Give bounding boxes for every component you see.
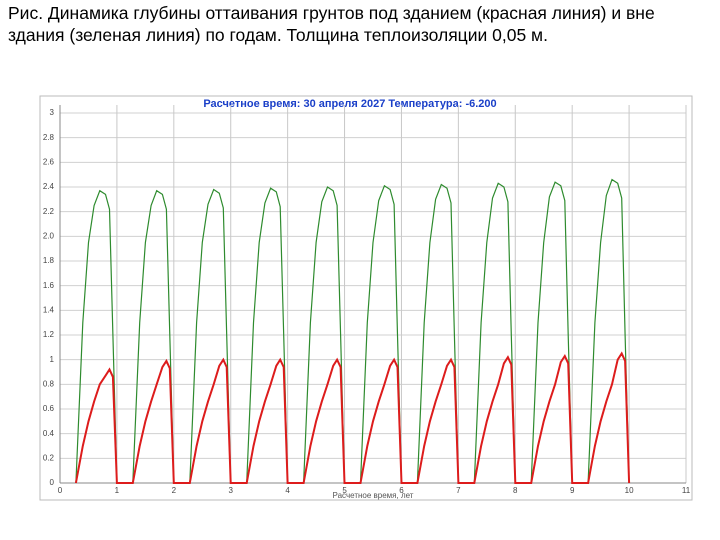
y-tick-label: 1.8 [43,256,55,265]
x-axis-label: Расчетное время, лет [333,491,414,500]
x-tick-label: 0 [58,486,63,495]
x-tick-label: 5 [342,486,347,495]
x-tick-label: 2 [172,486,177,495]
chart-frame [39,95,693,501]
x-tick-label: 6 [399,486,404,495]
x-tick-label: 8 [513,486,518,495]
x-tick-label: 10 [625,486,634,495]
y-tick-label: 0.8 [43,379,55,388]
x-tick-label: 4 [285,486,290,495]
y-tick-label: 0 [50,478,55,487]
x-tick-label: 7 [456,486,461,495]
chart-title: Расчетное время: 30 апреля 2027 Температ… [203,98,496,110]
y-tick-label: 0.6 [43,404,55,413]
x-tick-label: 1 [115,486,120,495]
y-tick-label: 2.0 [43,231,55,240]
y-tick-label: 2.2 [43,207,55,216]
caption: Рис. Динамика глубины оттаивания грунтов… [8,3,655,45]
y-tick-label: 2.8 [43,133,55,142]
y-tick-label: 0.2 [43,453,55,462]
x-tick-label: 3 [229,486,234,495]
y-tick-label: 1.4 [43,305,55,314]
y-tick-label: 3 [50,108,55,117]
x-tick-label: 11 [682,486,691,495]
y-tick-label: 2.6 [43,157,55,166]
y-tick-label: 1.2 [43,330,55,339]
y-tick-label: 0.4 [43,429,55,438]
y-tick-label: 1 [50,355,55,364]
x-tick-label: 9 [570,486,575,495]
y-tick-label: 1.6 [43,281,55,290]
series-line [74,351,631,484]
y-tick-label: 2.4 [43,182,55,191]
